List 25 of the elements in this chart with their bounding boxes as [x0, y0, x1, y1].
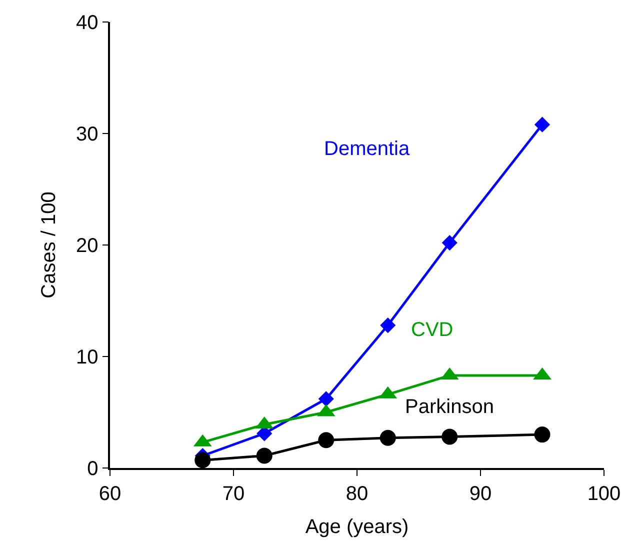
series-label: CVD	[411, 319, 454, 341]
x-tick-label: 90	[469, 482, 492, 505]
point	[442, 234, 458, 251]
point	[380, 430, 396, 446]
x-tick-label: 70	[222, 482, 245, 505]
series-label: Parkinson	[405, 396, 494, 418]
x-tick-label: 100	[587, 482, 621, 505]
y-tick-label: 10	[76, 346, 98, 368]
x-axis-title: Age (years)	[305, 516, 409, 538]
point	[534, 426, 550, 443]
y-tick-label: 40	[76, 12, 98, 34]
text: Dementia	[324, 138, 410, 160]
x-tick-label: 60	[98, 482, 122, 505]
point	[318, 432, 334, 448]
point	[318, 391, 334, 407]
y-tick-label: 30	[76, 124, 98, 146]
y-tick-label: 0	[87, 458, 98, 480]
point	[534, 116, 550, 132]
y-axis-title: Cases / 100	[38, 192, 60, 298]
point	[380, 317, 396, 334]
y-tick-label: 20	[76, 235, 98, 257]
point	[256, 448, 272, 464]
point	[194, 452, 211, 468]
point	[442, 428, 458, 445]
x-tick-label: 80	[346, 482, 368, 505]
